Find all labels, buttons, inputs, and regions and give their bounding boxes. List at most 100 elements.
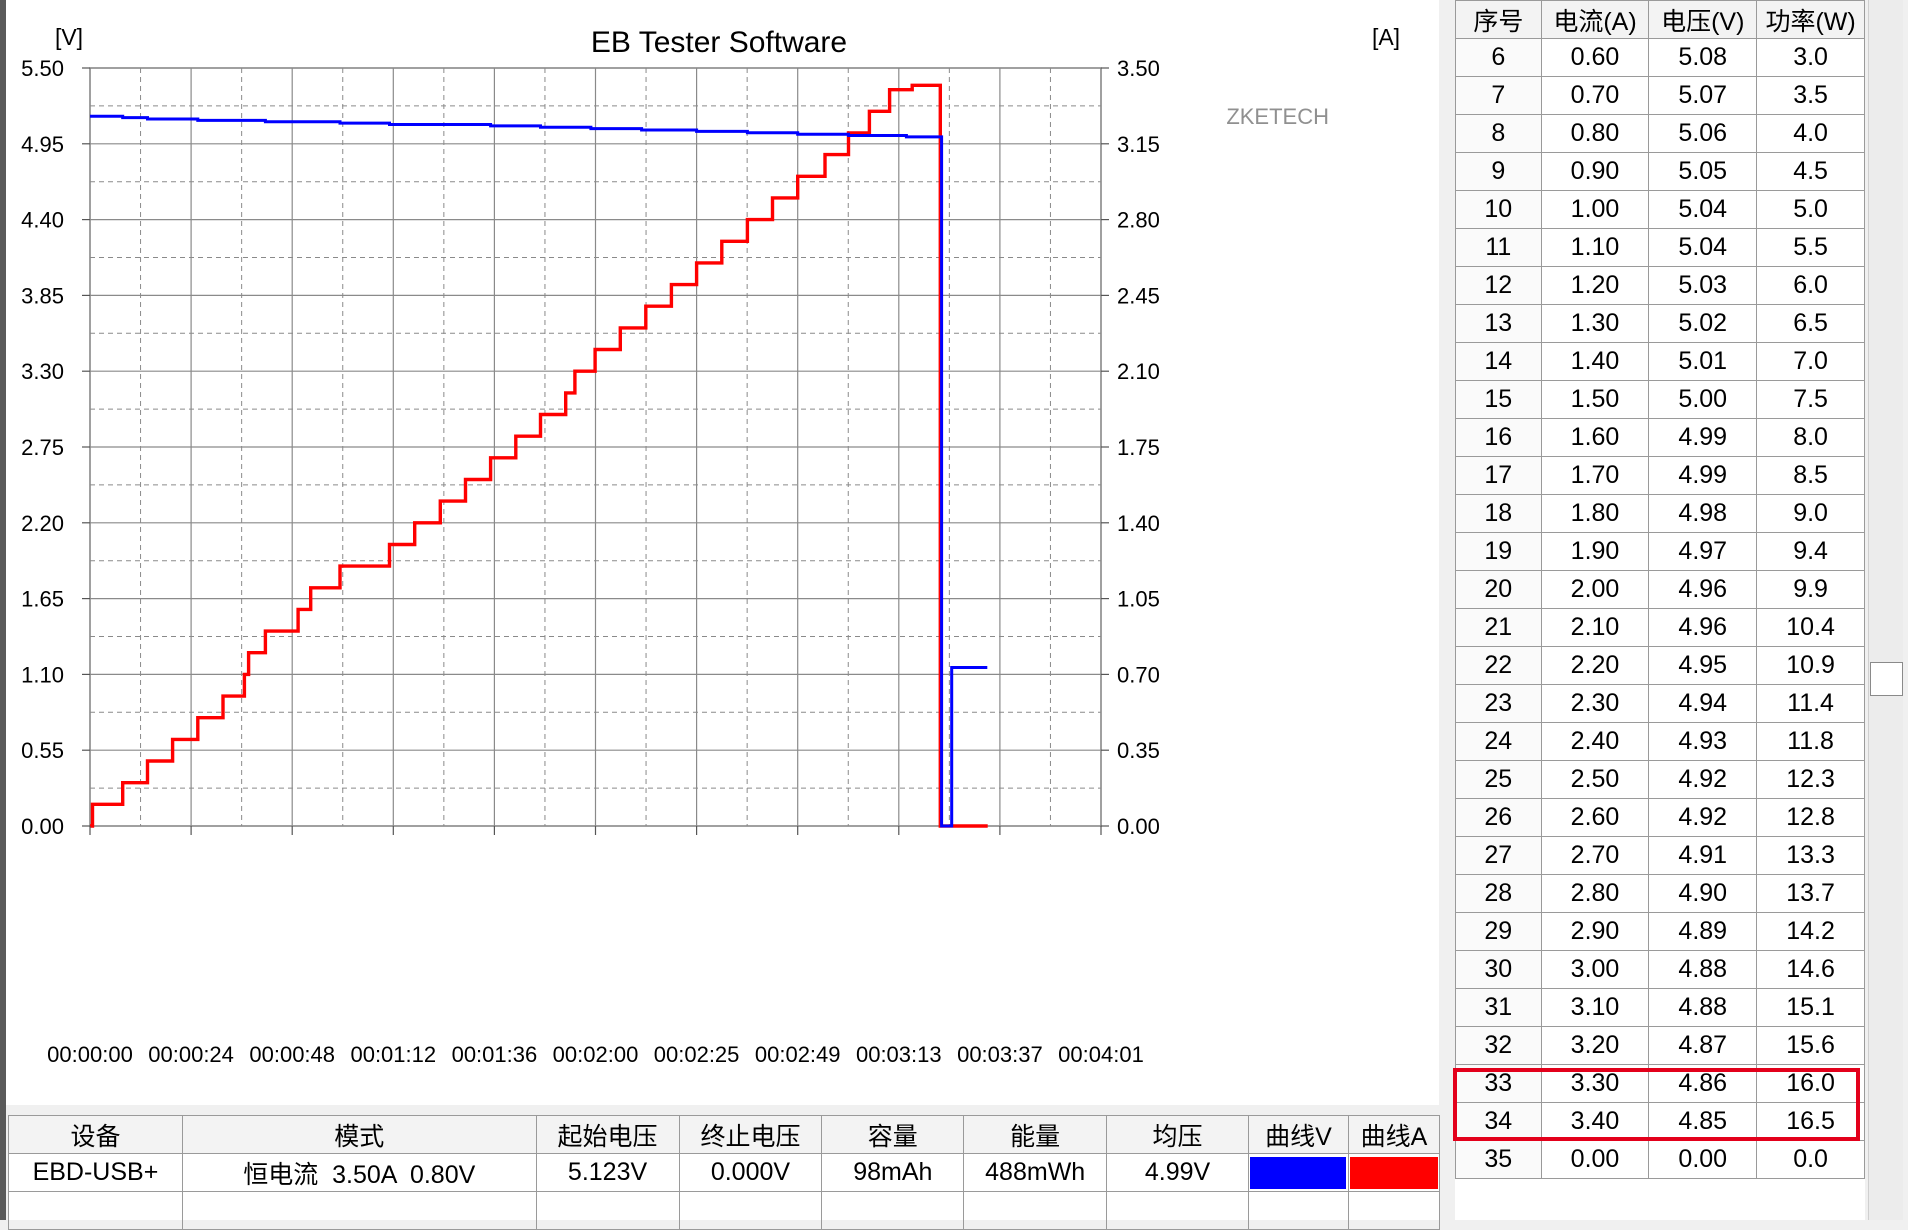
table-cell: 1.80 xyxy=(1540,494,1650,533)
x-tick-label: 00:04:01 xyxy=(1058,1042,1144,1067)
table-cell: 3.20 xyxy=(1540,1026,1650,1065)
table-cell: 4.93 xyxy=(1648,722,1758,761)
left-tick-label: 2.20 xyxy=(21,511,64,536)
table-cell: 1.00 xyxy=(1540,190,1650,229)
summary-column-header: 终止电压 xyxy=(678,1115,823,1154)
table-cell: 3.30 xyxy=(1540,1064,1650,1103)
table-cell: 7.5 xyxy=(1756,380,1865,419)
table-cell: 0.80 xyxy=(1540,114,1650,153)
table-cell: 3.0 xyxy=(1756,38,1865,77)
table-row[interactable]: 25 2.50 4.92 12.3 xyxy=(1455,760,1865,799)
table-row[interactable]: 10 1.00 5.04 5.0 xyxy=(1455,190,1865,229)
table-cell: 4.96 xyxy=(1648,570,1758,609)
table-cell: 5.02 xyxy=(1648,304,1758,343)
table-row[interactable]: 21 2.10 4.96 10.4 xyxy=(1455,608,1865,647)
table-cell: 5.0 xyxy=(1756,190,1865,229)
table-cell: 20 xyxy=(1455,570,1542,609)
table-row[interactable]: 29 2.90 4.89 14.2 xyxy=(1455,912,1865,951)
table-row[interactable]: 33 3.30 4.86 16.0 xyxy=(1455,1064,1865,1103)
table-cell: 3.00 xyxy=(1540,950,1650,989)
table-row[interactable]: 13 1.30 5.02 6.5 xyxy=(1455,304,1865,343)
table-cell: 14 xyxy=(1455,342,1542,381)
table-cell: 27 xyxy=(1455,836,1542,875)
data-table: 序号 电流(A) 电压(V) 功率(W) 6 0.60 5.08 3.0 7 0.70 5.07 3… xyxy=(1455,0,1865,1179)
table-cell: 1.10 xyxy=(1540,228,1650,267)
table-row[interactable]: 14 1.40 5.01 7.0 xyxy=(1455,342,1865,381)
summary-column-header: 均压 xyxy=(1106,1115,1249,1154)
table-cell: 16 xyxy=(1455,418,1542,457)
table-cell: 2.50 xyxy=(1540,760,1650,799)
table-row[interactable]: 28 2.80 4.90 13.7 xyxy=(1455,874,1865,913)
watermark: ZKETECH xyxy=(1226,104,1329,129)
left-tick-label: 0.55 xyxy=(21,738,64,763)
right-axis-unit: [A] xyxy=(1372,24,1400,50)
cell-capacity: 98mAh xyxy=(821,1153,965,1192)
table-cell: 31 xyxy=(1455,988,1542,1027)
table-cell: 9.9 xyxy=(1756,570,1865,609)
table-cell: 14.2 xyxy=(1756,912,1865,951)
table-row[interactable]: 6 0.60 5.08 3.0 xyxy=(1455,38,1865,77)
table-cell: 34 xyxy=(1455,1102,1542,1141)
column-header[interactable]: 功率(W) xyxy=(1756,0,1865,39)
table-row[interactable]: 31 3.10 4.88 15.1 xyxy=(1455,988,1865,1027)
cell-end-voltage: 0.000V xyxy=(678,1153,823,1192)
table-row[interactable]: 32 3.20 4.87 15.6 xyxy=(1455,1026,1865,1065)
table-row[interactable]: 16 1.60 4.99 8.0 xyxy=(1455,418,1865,457)
summary-column-header: 能量 xyxy=(963,1115,1108,1154)
table-cell: 12 xyxy=(1455,266,1542,305)
summary-column-header: 容量 xyxy=(821,1115,965,1154)
table-scrollbar[interactable] xyxy=(1868,0,1903,1220)
table-cell: 4.85 xyxy=(1648,1102,1758,1141)
table-row[interactable]: 12 1.20 5.03 6.0 xyxy=(1455,266,1865,305)
left-tick-label: 1.10 xyxy=(21,662,64,687)
table-cell: 5.06 xyxy=(1648,114,1758,153)
x-tick-label: 00:02:49 xyxy=(755,1042,841,1067)
data-table-panel: 序号 电流(A) 电压(V) 功率(W) 6 0.60 5.08 3.0 7 0.70 5.07 3… xyxy=(1455,0,1865,1220)
table-cell: 5.07 xyxy=(1648,76,1758,115)
curve-v-swatch[interactable] xyxy=(1250,1156,1347,1189)
cell-avg-voltage: 4.99V xyxy=(1106,1153,1249,1192)
table-row[interactable]: 26 2.60 4.92 12.8 xyxy=(1455,798,1865,837)
table-row[interactable]: 30 3.00 4.88 14.6 xyxy=(1455,950,1865,989)
x-tick-label: 00:00:48 xyxy=(249,1042,335,1067)
x-tick-label: 00:01:12 xyxy=(350,1042,436,1067)
cell-curve-a[interactable] xyxy=(1347,1153,1441,1192)
table-row[interactable]: 9 0.90 5.05 4.5 xyxy=(1455,152,1865,191)
column-header[interactable]: 电压(V) xyxy=(1648,0,1758,39)
table-row[interactable]: 35 0.00 0.00 0.0 xyxy=(1455,1140,1865,1179)
x-tick-label: 00:03:13 xyxy=(856,1042,942,1067)
column-header[interactable]: 电流(A) xyxy=(1540,0,1650,39)
table-row[interactable]: 19 1.90 4.97 9.4 xyxy=(1455,532,1865,571)
right-tick-label: 0.70 xyxy=(1117,662,1160,687)
table-row[interactable]: 20 2.00 4.96 9.9 xyxy=(1455,570,1865,609)
column-header[interactable]: 序号 xyxy=(1455,0,1542,39)
table-row[interactable]: 7 0.70 5.07 3.5 xyxy=(1455,76,1865,115)
left-tick-label: 3.30 xyxy=(21,359,64,384)
cell-device: EBD-USB+ xyxy=(8,1153,183,1192)
table-cell: 4.86 xyxy=(1648,1064,1758,1103)
table-cell: 13.3 xyxy=(1756,836,1865,875)
summary-column-header: 模式 xyxy=(181,1115,537,1154)
curve-a-swatch[interactable] xyxy=(1349,1156,1438,1189)
summary-row[interactable]: EBD-USB+ 恒电流 3.50A 0.80V 5.123V 0.000V 9… xyxy=(8,1153,1441,1192)
table-row[interactable]: 23 2.30 4.94 11.4 xyxy=(1455,684,1865,723)
table-cell: 4.91 xyxy=(1648,836,1758,875)
table-cell: 16.5 xyxy=(1756,1102,1865,1141)
table-row[interactable]: 11 1.10 5.04 5.5 xyxy=(1455,228,1865,267)
table-row[interactable]: 22 2.20 4.95 10.9 xyxy=(1455,646,1865,685)
cell-curve-v[interactable] xyxy=(1247,1153,1349,1192)
table-row[interactable]: 17 1.70 4.99 8.5 xyxy=(1455,456,1865,495)
table-cell: 4.96 xyxy=(1648,608,1758,647)
table-row[interactable]: 18 1.80 4.98 9.0 xyxy=(1455,494,1865,533)
table-cell: 2.60 xyxy=(1540,798,1650,837)
table-cell: 1.90 xyxy=(1540,532,1650,571)
table-row[interactable]: 27 2.70 4.91 13.3 xyxy=(1455,836,1865,875)
table-cell: 9 xyxy=(1455,152,1542,191)
table-row[interactable]: 24 2.40 4.93 11.8 xyxy=(1455,722,1865,761)
table-row[interactable]: 15 1.50 5.00 7.5 xyxy=(1455,380,1865,419)
table-row[interactable]: 8 0.80 5.06 4.0 xyxy=(1455,114,1865,153)
table-cell: 4.92 xyxy=(1648,798,1758,837)
scrollbar-thumb[interactable] xyxy=(1870,662,1903,696)
table-cell: 2.30 xyxy=(1540,684,1650,723)
table-row[interactable]: 34 3.40 4.85 16.5 xyxy=(1455,1102,1865,1141)
